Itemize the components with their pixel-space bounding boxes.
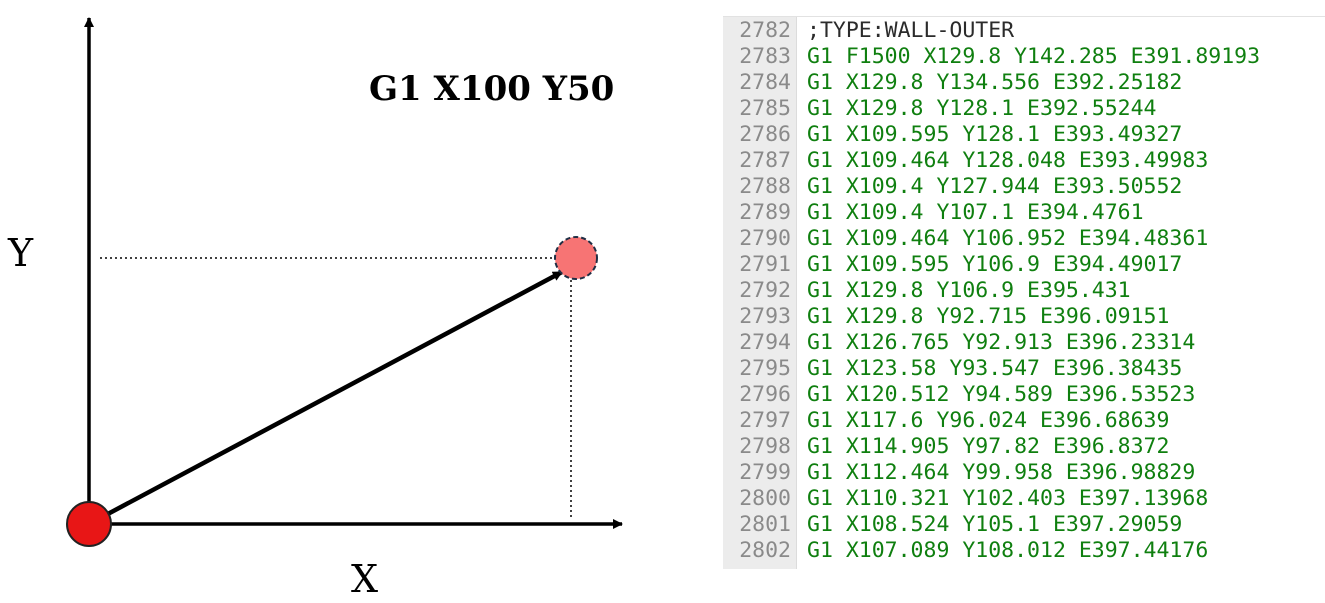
line-number: 2799 <box>739 460 791 485</box>
target-point <box>554 236 598 280</box>
gcode-command: G1 X109.4 Y107.1 E394.4761 <box>807 200 1144 225</box>
line-number: 2788 <box>739 174 791 199</box>
line-number: 2785 <box>739 96 791 121</box>
gcode-comment: ;TYPE:WALL-OUTER <box>807 18 1015 43</box>
line-number: 2801 <box>739 512 791 537</box>
line-number: 2795 <box>739 356 791 381</box>
line-number: 2782 <box>739 18 791 43</box>
gcode-command: G1 X126.765 Y92.913 E396.23314 <box>807 330 1196 355</box>
command-label: G1 X100 Y50 <box>369 69 614 109</box>
line-number: 2802 <box>739 538 791 563</box>
line-number: 2798 <box>739 434 791 459</box>
line-number: 2784 <box>739 70 791 95</box>
line-number: 2792 <box>739 278 791 303</box>
gcode-command: G1 X117.6 Y96.024 E396.68639 <box>807 408 1170 433</box>
y-axis-label: Y <box>7 231 34 275</box>
line-number: 2790 <box>739 226 791 251</box>
g1-move-diagram: G1 X100 Y50 Y X <box>7 17 623 601</box>
gcode-command: G1 X109.464 Y106.952 E394.48361 <box>807 226 1209 251</box>
gcode-command: G1 X108.524 Y105.1 E397.29059 <box>807 512 1183 537</box>
gcode-command: G1 X110.321 Y102.403 E397.13968 <box>807 486 1209 511</box>
gcode-command: G1 X107.089 Y108.012 E397.44176 <box>807 538 1209 563</box>
line-number: 2793 <box>739 304 791 329</box>
move-vector-arrow <box>87 270 564 526</box>
gcode-command: G1 X109.595 Y106.9 E394.49017 <box>807 252 1183 277</box>
line-number: 2797 <box>739 408 791 433</box>
line-number: 2783 <box>739 44 791 69</box>
line-number: 2800 <box>739 486 791 511</box>
gcode-listing: 2782 ;TYPE:WALL-OUTER 2783 G1 F1500 X129.8 … <box>723 16 1325 569</box>
gcode-command: G1 X109.464 Y128.048 E393.49983 <box>807 148 1209 173</box>
line-number: 2786 <box>739 122 791 147</box>
gcode-command: G1 X120.512 Y94.589 E396.53523 <box>807 382 1196 407</box>
gcode-command: G1 X129.8 Y106.9 E395.431 <box>807 278 1131 303</box>
gcode-command: G1 F1500 X129.8 Y142.285 E391.89193 <box>807 44 1261 69</box>
line-number: 2794 <box>739 330 791 355</box>
line-number: 2787 <box>739 148 791 173</box>
line-number: 2791 <box>739 252 791 277</box>
line-number: 2789 <box>739 200 791 225</box>
gcode-command: G1 X129.8 Y128.1 E392.55244 <box>807 96 1157 121</box>
gcode-command: G1 X123.58 Y93.547 E396.38435 <box>807 356 1183 381</box>
line-number: 2796 <box>739 382 791 407</box>
x-axis-label: X <box>351 557 378 601</box>
start-point <box>66 501 112 547</box>
gcode-command: G1 X129.8 Y92.715 E396.09151 <box>807 304 1170 329</box>
gcode-command: G1 X112.464 Y99.958 E396.98829 <box>807 460 1196 485</box>
gcode-command: G1 X109.595 Y128.1 E393.49327 <box>807 122 1183 147</box>
gcode-command: G1 X109.4 Y127.944 E393.50552 <box>807 174 1183 199</box>
gcode-command: G1 X114.905 Y97.82 E396.8372 <box>807 434 1170 459</box>
gcode-command: G1 X129.8 Y134.556 E392.25182 <box>807 70 1183 95</box>
line-number-gutter <box>723 17 797 569</box>
